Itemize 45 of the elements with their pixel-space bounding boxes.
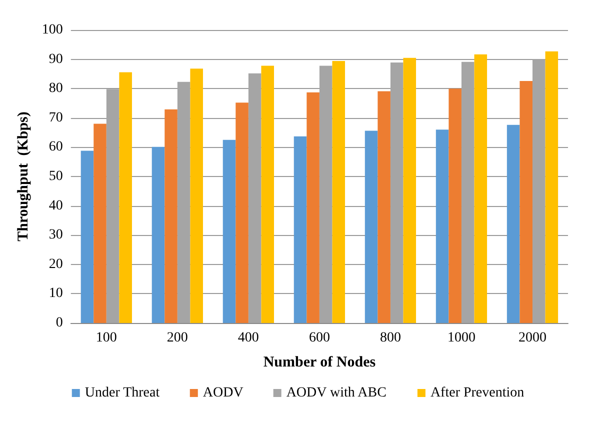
- bar: [80, 150, 94, 323]
- y-tick-label: 60: [48, 140, 63, 155]
- x-tick-label: 200: [166, 330, 188, 346]
- legend-label: After Prevention: [430, 386, 524, 400]
- bar: [222, 140, 236, 323]
- y-tick-label: 90: [48, 52, 63, 67]
- bar: [164, 109, 178, 323]
- y-tick-label: 30: [48, 228, 63, 243]
- bar: [520, 80, 532, 323]
- x-axis-title: Number of Nodes: [263, 354, 376, 370]
- x-tick-label: 600: [308, 330, 330, 346]
- y-tick-label: 100: [42, 22, 63, 38]
- y-axis-title: Throughput (Kbps): [16, 112, 32, 242]
- y-tick-label: 10: [48, 286, 63, 302]
- bar: [152, 146, 165, 323]
- bar: [448, 88, 462, 323]
- bar: [190, 68, 203, 323]
- bar: [119, 72, 132, 323]
- bar: [332, 61, 346, 323]
- y-tick-label: 0: [56, 316, 63, 330]
- legend-label: Under Threat: [84, 386, 160, 400]
- bar: [436, 130, 449, 323]
- y-tick-label: 20: [48, 256, 63, 272]
- x-tick-label: 2000: [518, 330, 546, 346]
- bar: [236, 102, 248, 323]
- bar: [364, 130, 378, 323]
- legend-label: AODV: [202, 386, 244, 400]
- y-tick-label: 50: [48, 169, 63, 184]
- y-tick-label: 40: [48, 198, 63, 214]
- bar: [545, 51, 558, 323]
- bar: [306, 92, 320, 323]
- bar: [474, 54, 488, 323]
- x-tick-label: 100: [96, 330, 117, 346]
- legend-label: AODV with ABC: [286, 386, 386, 400]
- x-tick-label: 1000: [447, 330, 476, 346]
- bar: [261, 66, 274, 323]
- x-tick-label: 400: [238, 330, 259, 346]
- y-tick-label: 80: [48, 81, 63, 96]
- x-tick-label: 800: [380, 330, 401, 346]
- bar: [506, 124, 520, 323]
- y-tick-label: 70: [48, 110, 63, 126]
- bar: [403, 58, 416, 323]
- bar: [94, 124, 106, 323]
- bar: [294, 136, 307, 323]
- bar: [378, 91, 390, 323]
